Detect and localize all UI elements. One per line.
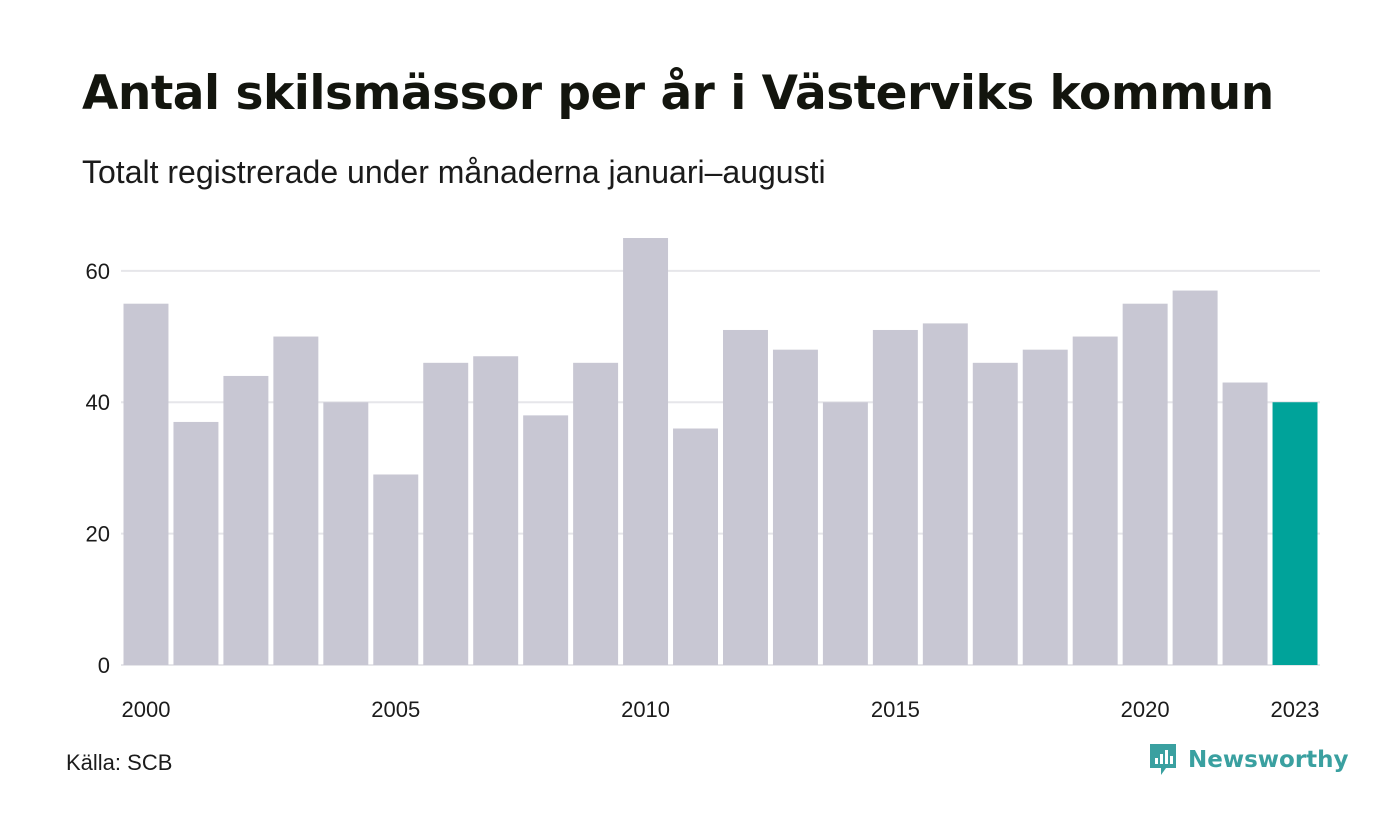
y-tick-label: 60 [86,259,110,284]
y-axis-ticks: 0 20 40 60 [86,259,110,678]
bar-2004 [323,402,369,665]
bar-2017 [972,362,1018,665]
bar-2018 [1022,349,1068,665]
x-tick-label: 2000 [122,697,171,722]
bar-2012 [723,329,768,665]
y-tick-label: 0 [98,653,110,678]
gridlines [121,269,1320,666]
y-tick-label: 40 [86,390,110,415]
bar-2020 [1122,303,1168,665]
brand-name: Newsworthy [1188,747,1349,773]
bar-2016 [922,323,968,665]
x-axis-ticks: 2000 2005 2010 2015 2020 2023 [122,697,1320,722]
bar-2022 [1222,382,1268,665]
x-tick-label: 2020 [1121,697,1170,722]
chart-title: Antal skilsmässor per år i Västerviks ko… [82,66,1274,121]
bar-2006 [423,362,469,665]
bar-2005 [373,474,419,665]
bar-2015 [872,329,918,665]
bar-2001 [173,421,219,665]
x-tick-label: 2010 [621,697,670,722]
x-tick-label: 2015 [871,697,920,722]
bar-2019 [1072,336,1118,665]
bar-2002 [223,375,269,665]
bar-2013 [772,349,818,665]
bars [123,238,1318,665]
bar-2000 [123,303,169,665]
x-tick-label: 2005 [371,697,420,722]
bar-2023 [1272,402,1318,665]
y-tick-label: 20 [86,522,110,547]
chart-subtitle: Totalt registrerade under månaderna janu… [82,154,826,190]
brand-logo: Newsworthy [1148,742,1349,778]
newsworthy-logo-icon [1150,744,1176,775]
bar-2021 [1172,290,1218,665]
bar-2009 [573,362,619,665]
bar-2011 [673,428,718,665]
bar-2008 [523,415,569,665]
source-note: Källa: SCB [66,750,173,775]
bar-2014 [822,402,868,665]
bar-2003 [273,336,319,665]
x-tick-label: 2023 [1271,697,1320,722]
bar-2010 [623,238,669,665]
bar-chart: 0 20 40 60 2000 2005 2010 2015 2020 2023 [86,238,1320,722]
bar-2007 [473,356,519,665]
